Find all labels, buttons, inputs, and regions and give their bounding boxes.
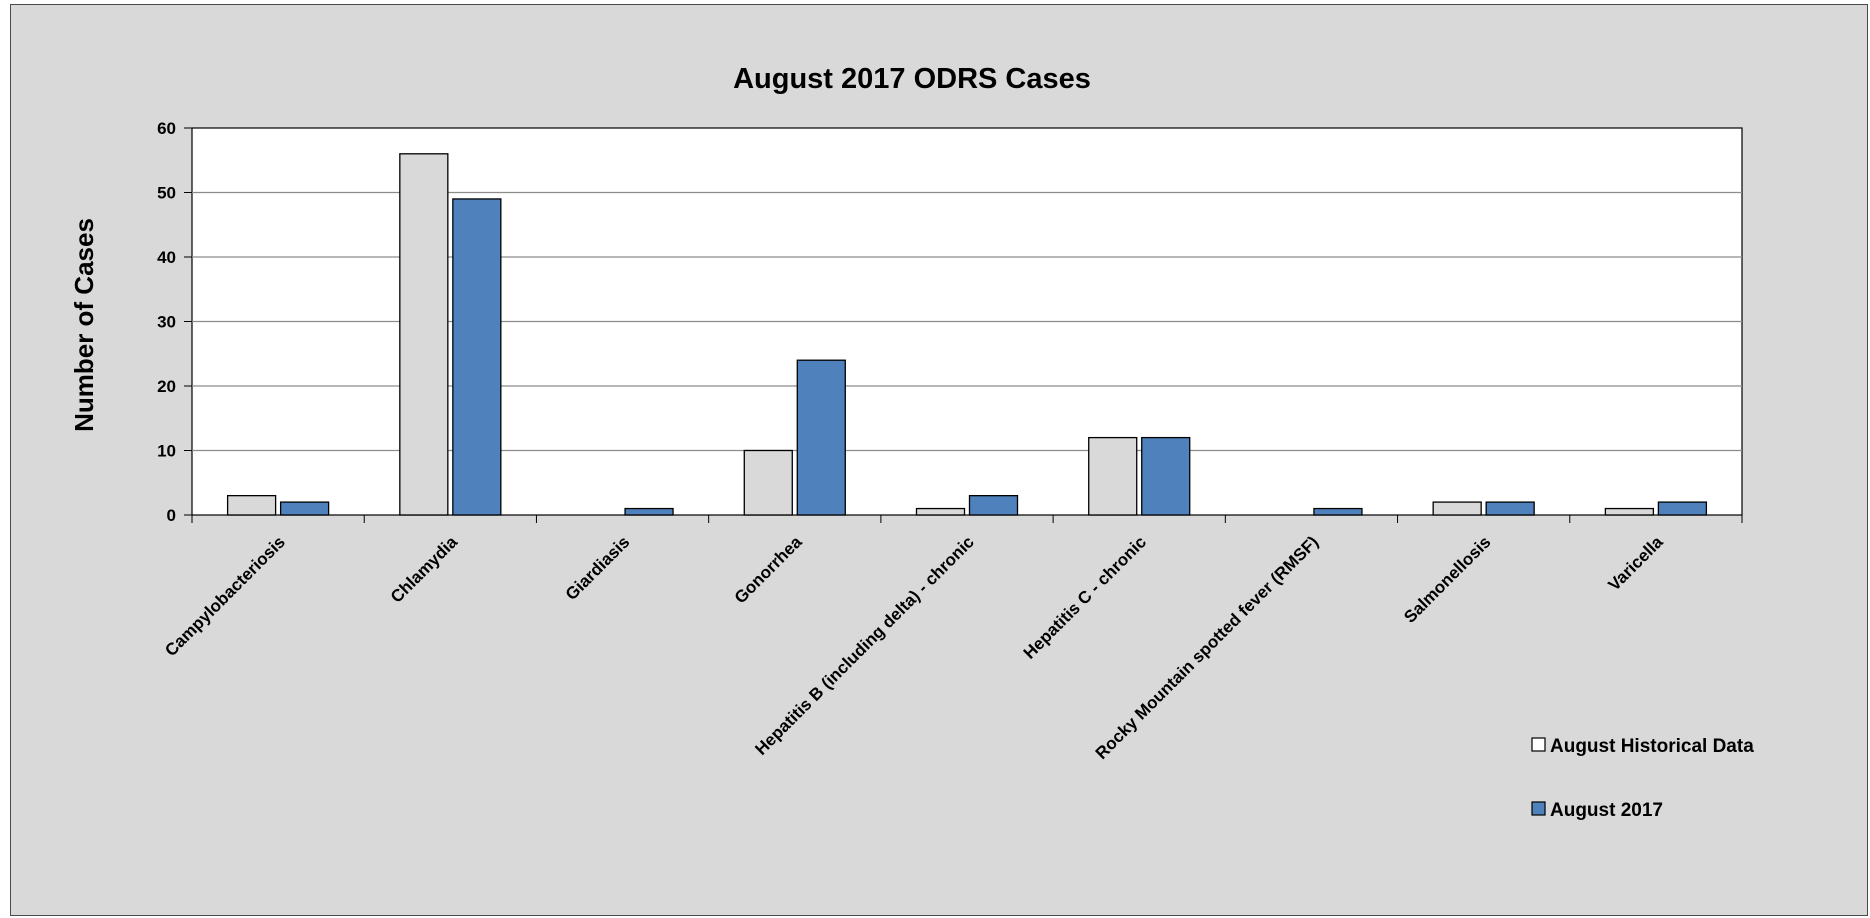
y-tick-label: 40: [157, 248, 176, 267]
bar-historical: [743, 449, 793, 516]
x-category-label: Giardiasis: [562, 532, 634, 604]
legend-swatch: [1531, 737, 1546, 752]
x-category-label: Hepatitis C - chronic: [1020, 532, 1150, 662]
bar-current: [279, 501, 330, 516]
x-category-label: Campylobacteriosis: [161, 532, 289, 660]
y-tick-label: 50: [157, 184, 176, 203]
y-axis-ticks: 0 10 20 30 40 50 60: [157, 119, 192, 525]
y-tick-label: 20: [157, 377, 176, 396]
bar-current: [1657, 501, 1708, 516]
x-category-label: Hepatitis B (including delta) - chronic: [751, 532, 977, 758]
y-tick-label: 30: [157, 313, 176, 332]
bar-current: [452, 198, 502, 516]
y-tick-label: 10: [157, 442, 176, 461]
x-category-label: Chlamydia: [387, 532, 462, 607]
y-axis-title: Number of Cases: [69, 218, 99, 432]
bar-current: [968, 494, 1019, 516]
bar-historical: [399, 153, 449, 516]
x-category-label: Varicella: [1604, 532, 1667, 595]
legend-label: August 2017: [1550, 800, 1663, 821]
bars: [226, 153, 1708, 516]
bar-historical: [1604, 507, 1655, 516]
legend-swatch: [1531, 801, 1546, 816]
y-tick-label: 60: [157, 119, 176, 138]
bar-current: [1485, 501, 1535, 516]
bar-current: [624, 507, 674, 516]
legend: August Historical Data August 2017: [1531, 736, 1754, 821]
y-tick-label: 0: [167, 506, 176, 525]
bar-historical: [1432, 501, 1482, 516]
x-category-label: Salmonellosis: [1400, 532, 1494, 626]
bar-current: [796, 359, 846, 516]
bar-historical: [1088, 436, 1138, 516]
gridlines: [192, 191, 1742, 452]
bar-historical: [226, 494, 277, 516]
legend-label: August Historical Data: [1550, 736, 1754, 757]
bar-current: [1141, 436, 1191, 516]
bar-current: [1313, 507, 1363, 516]
x-axis-ticks: Campylobacteriosis Chlamydia Giardiasis Gon…: [161, 515, 1743, 763]
bar-historical: [915, 507, 966, 516]
x-category-label: Gonorrhea: [731, 532, 806, 607]
chart-title: August 2017 ODRS Cases: [733, 63, 1091, 95]
